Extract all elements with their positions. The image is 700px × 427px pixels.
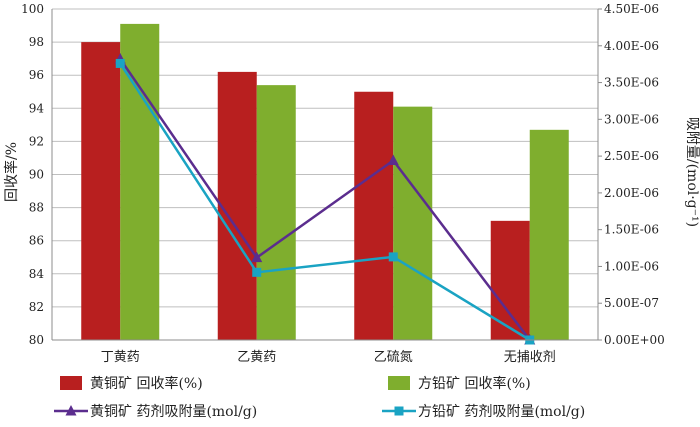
y2-axis-title: 吸附量/(mol·g⁻¹) <box>684 117 700 227</box>
y-tick-label: 84 <box>29 267 45 281</box>
lines-layer <box>114 53 536 345</box>
legend-swatch <box>388 376 410 390</box>
legend-swatch <box>60 376 82 390</box>
bar-chalcopyrite <box>354 91 394 340</box>
square-marker <box>115 58 125 68</box>
bar-galena <box>393 106 433 341</box>
y2-tick-label: 4.00E-06 <box>604 39 659 53</box>
legend-label: 黄铜矿 药剂吸附量(mol/g) <box>90 403 257 420</box>
bar-galena <box>256 85 296 340</box>
y-axis-title: 回收率/% <box>3 142 20 202</box>
y2-tick-label: 1.00E-06 <box>604 259 659 273</box>
x-tick-label: 乙黄药 <box>237 350 276 365</box>
y2-axis-ticks: 0.00E+00 5.00E-07 1.00E-06 1.50E-06 2.00E-06… <box>598 2 665 347</box>
y2-tick-label: 0.00E+00 <box>604 333 665 347</box>
line-chalcopyrite-adsorption <box>119 58 531 341</box>
square-marker <box>388 252 398 262</box>
x-tick-label: 乙硫氮 <box>374 350 413 365</box>
bar-galena <box>529 129 569 340</box>
x-axis-ticks: 丁黄药 乙黄药 乙硫氮 无捕收剂 <box>101 349 556 365</box>
y2-tick-label: 1.50E-06 <box>604 223 659 237</box>
legend-label: 方铅矿 药剂吸附量(mol/g) <box>418 404 585 420</box>
bar-chalcopyrite <box>490 220 530 340</box>
y-tick-label: 90 <box>29 168 44 182</box>
y-tick-label: 92 <box>29 134 44 148</box>
y-tick-label: 82 <box>29 300 44 314</box>
bar-chalcopyrite <box>217 71 257 340</box>
y-tick-label: 86 <box>29 234 44 248</box>
x-tick-label: 无捕收剂 <box>504 349 556 365</box>
legend-label: 黄铜矿 回收率(%) <box>90 375 203 392</box>
legend-label: 方铅矿 回收率(%) <box>418 375 531 392</box>
y-tick-label: 98 <box>29 35 44 49</box>
y-tick-label: 100 <box>21 2 44 16</box>
legend-item: 黄铜矿 药剂吸附量(mol/g) <box>54 403 257 420</box>
y-axis-ticks: 80 82 84 86 88 90 92 94 96 98 100 <box>21 2 44 347</box>
triangle-marker <box>251 251 263 263</box>
y2-tick-label: 3.50E-06 <box>604 76 659 90</box>
y-tick-label: 80 <box>29 333 44 347</box>
bar-galena <box>120 23 160 341</box>
y-tick-label: 88 <box>29 201 44 215</box>
y2-tick-label: 2.00E-06 <box>604 186 659 200</box>
legend-item: 方铅矿 回收率(%) <box>388 375 531 392</box>
y2-tick-label: 2.50E-06 <box>604 149 659 163</box>
y-tick-label: 94 <box>29 101 45 115</box>
bars-layer <box>81 23 569 341</box>
square-marker <box>252 267 262 277</box>
x-tick-label: 丁黄药 <box>101 350 140 365</box>
y-tick-label: 96 <box>29 68 44 82</box>
square-marker <box>394 406 404 416</box>
y2-tick-label: 4.50E-06 <box>604 2 659 16</box>
bar-chalcopyrite <box>81 42 121 340</box>
y2-tick-label: 3.00E-06 <box>604 112 659 126</box>
y2-tick-label: 5.00E-07 <box>604 296 659 310</box>
triangle-marker <box>65 405 77 416</box>
line-galena-adsorption <box>119 62 531 342</box>
axes-layer <box>51 9 599 341</box>
legend-item: 黄铜矿 回收率(%) <box>60 375 203 392</box>
legend-item: 方铅矿 药剂吸附量(mol/g) <box>382 404 585 420</box>
triangle-marker <box>387 154 399 166</box>
legend: 黄铜矿 回收率(%) 方铅矿 回收率(%) 黄铜矿 药剂吸附量(mol/g) 方铅矿 … <box>54 375 585 420</box>
